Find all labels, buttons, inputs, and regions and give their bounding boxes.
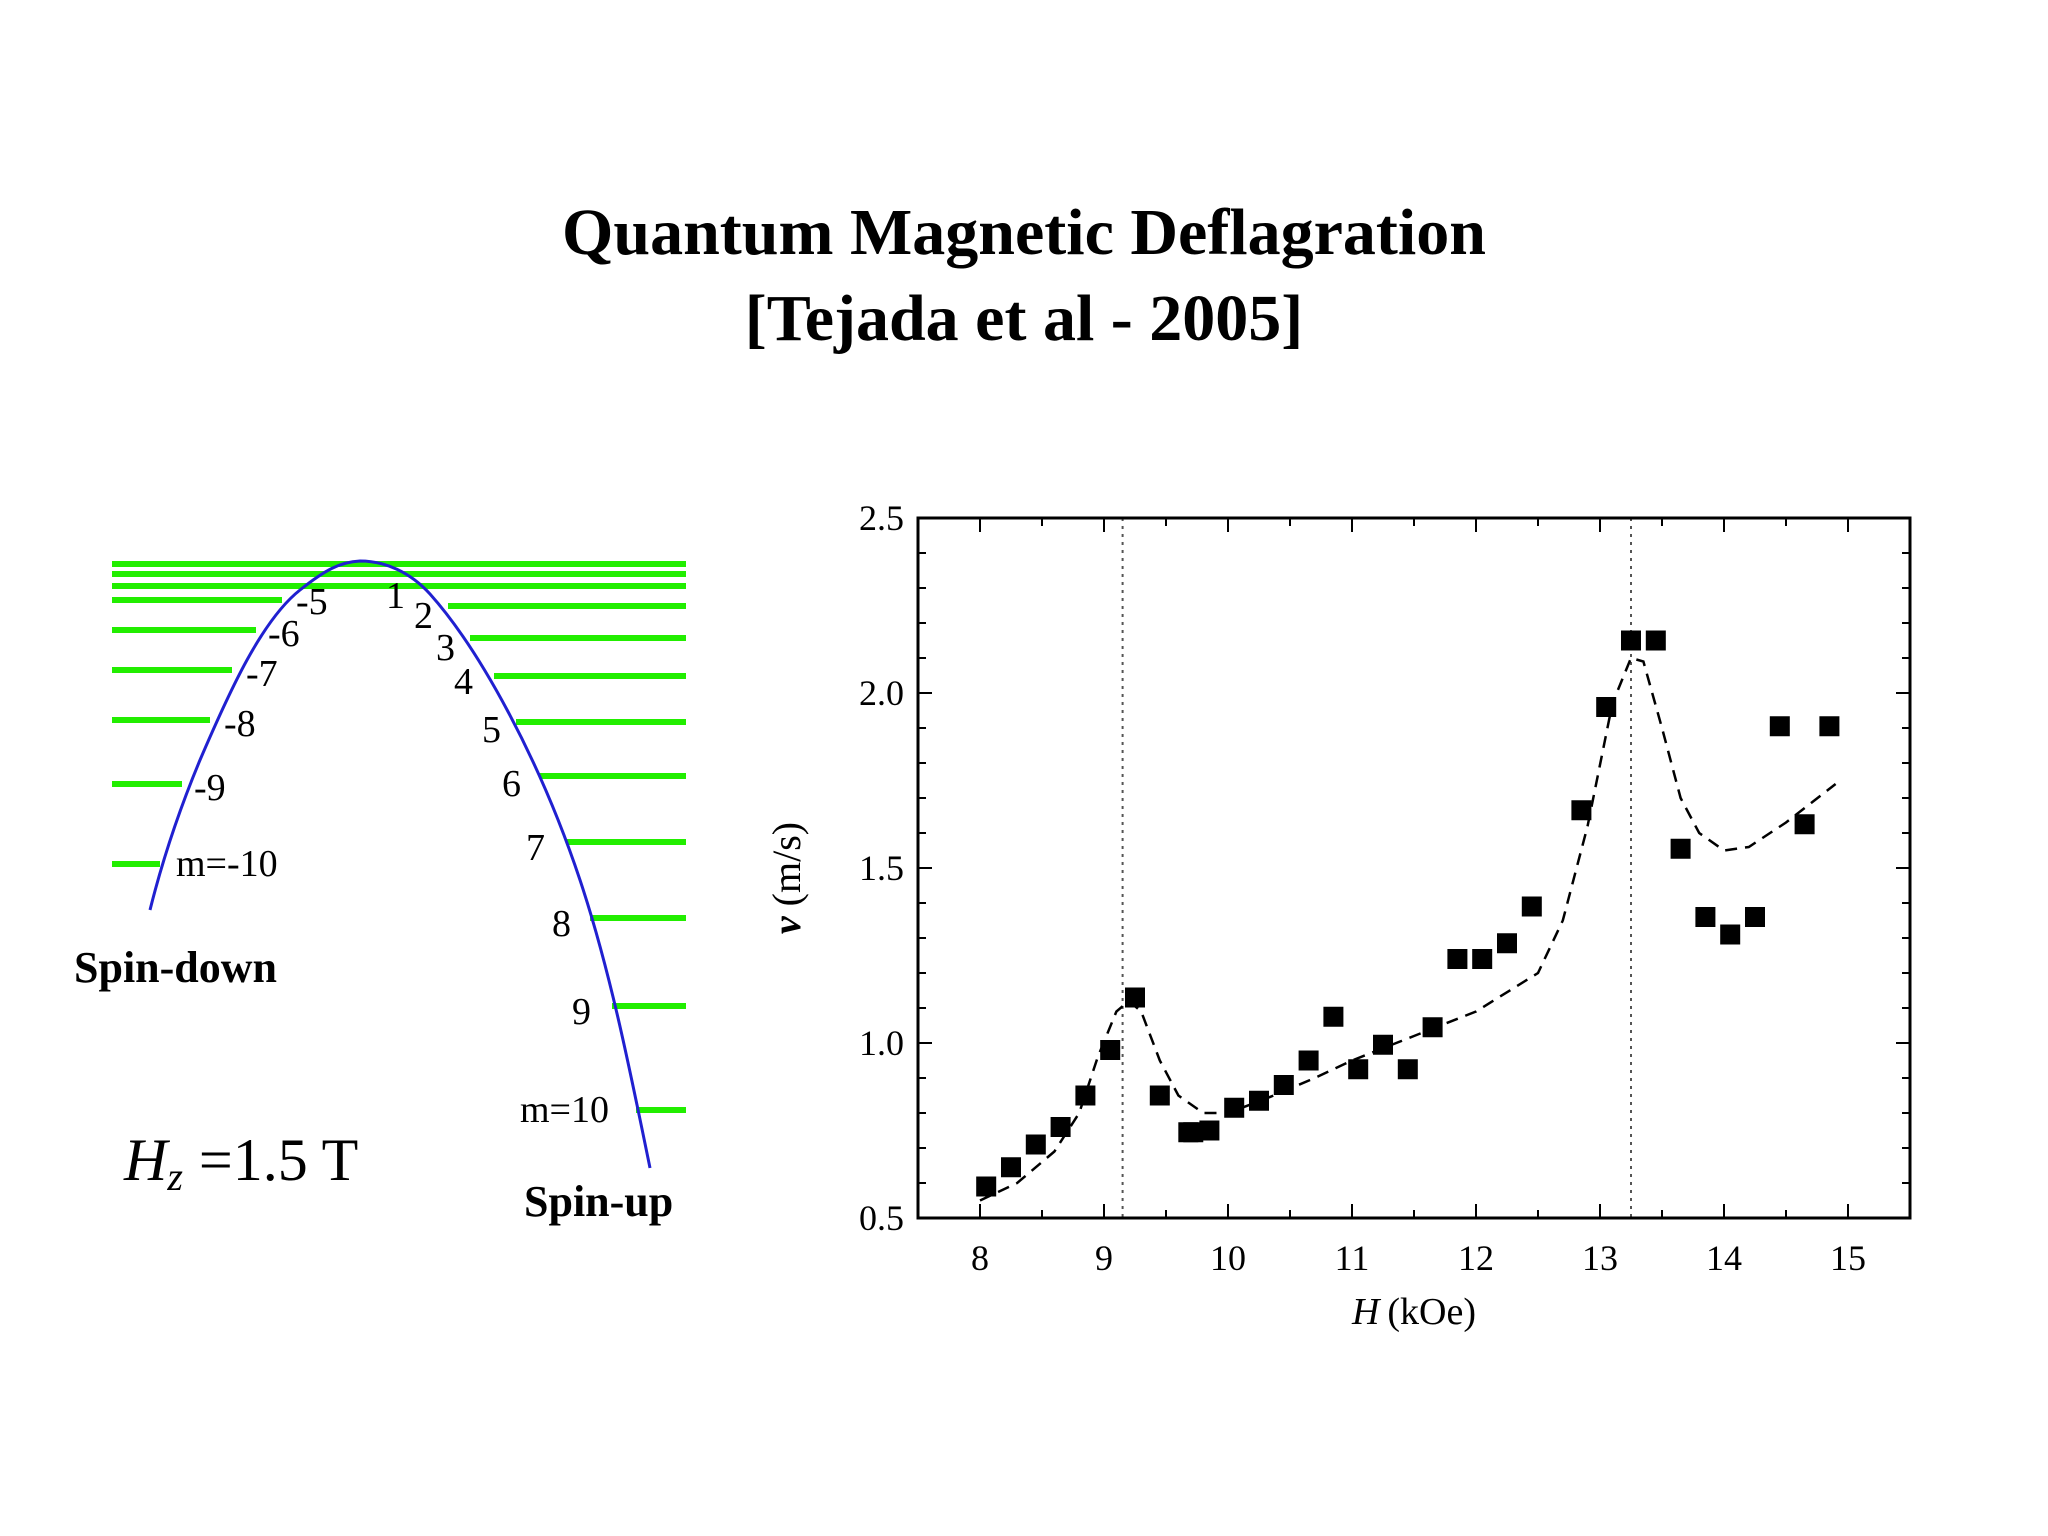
data-point xyxy=(1224,1097,1245,1118)
x-tick-label: 14 xyxy=(1706,1238,1742,1278)
data-point xyxy=(1273,1075,1294,1095)
data-point xyxy=(1422,1017,1443,1038)
spin-up-levels xyxy=(448,603,686,1113)
level-label: -7 xyxy=(246,653,278,695)
spin-down-levels xyxy=(112,561,686,867)
level-label: 7 xyxy=(526,827,545,869)
data-point xyxy=(1249,1090,1269,1111)
data-points xyxy=(976,630,1840,1197)
level-label: 8 xyxy=(552,903,571,945)
data-point xyxy=(1323,1006,1344,1027)
data-point xyxy=(1645,630,1666,651)
slide-title: Quantum Magnetic Deflagration xyxy=(562,196,1486,269)
x-tick-label: 9 xyxy=(1095,1238,1113,1278)
x-tick-label: 12 xyxy=(1458,1238,1494,1278)
plot-frame xyxy=(916,516,1912,1220)
data-point xyxy=(1819,716,1840,737)
x-axis-label: H (kOe) xyxy=(1351,1291,1476,1333)
data-point xyxy=(1720,924,1741,945)
level-label: m=10 xyxy=(520,1089,609,1131)
level-label: 2 xyxy=(414,595,433,637)
data-point xyxy=(1373,1034,1393,1055)
level-label: 5 xyxy=(482,709,501,751)
y-tick-label: 1.0 xyxy=(859,1023,904,1063)
data-point xyxy=(1769,716,1790,737)
y-tick-label: 1.5 xyxy=(859,848,904,888)
data-point xyxy=(1050,1117,1071,1137)
data-point xyxy=(1447,949,1468,969)
level-label: 3 xyxy=(436,627,455,669)
energy-barrier-curve xyxy=(148,559,652,1169)
data-point xyxy=(1695,907,1716,927)
x-tick-label: 10 xyxy=(1210,1238,1246,1278)
level-label: -5 xyxy=(296,581,328,623)
spin-up-label: Spin-up xyxy=(524,1177,673,1226)
x-tick-label: 15 xyxy=(1830,1238,1866,1278)
data-point xyxy=(1670,838,1691,859)
x-tick-label: 8 xyxy=(971,1238,989,1278)
data-point xyxy=(1125,987,1145,1008)
data-point xyxy=(1001,1157,1021,1178)
x-tick-label: 11 xyxy=(1335,1238,1370,1278)
data-point xyxy=(1745,907,1765,927)
data-point xyxy=(1794,814,1815,835)
level-label: -6 xyxy=(268,613,300,655)
x-tick-labels: 8 9 10 11 12 13 14 15 xyxy=(971,1238,1866,1278)
data-point xyxy=(1472,949,1493,969)
y-tick-label: 2.0 xyxy=(859,673,904,713)
level-label: -8 xyxy=(224,703,256,745)
data-point xyxy=(1075,1085,1096,1106)
level-label: m=-10 xyxy=(176,843,278,885)
data-point xyxy=(1521,896,1542,917)
slide-subtitle: [Tejada et al - 2005] xyxy=(744,282,1304,355)
data-point xyxy=(1571,800,1592,821)
data-point xyxy=(1348,1059,1369,1080)
spin-down-label: Spin-down xyxy=(74,943,277,992)
level-label: 6 xyxy=(502,763,521,805)
data-point xyxy=(1100,1040,1121,1060)
data-point xyxy=(1621,630,1641,651)
data-point xyxy=(1183,1122,1204,1143)
level-label: 1 xyxy=(386,575,405,617)
y-tick-label: 0.5 xyxy=(859,1198,904,1238)
data-point xyxy=(1149,1085,1170,1106)
y-axis-label: v(m/s) xyxy=(764,822,809,934)
data-point xyxy=(1397,1059,1418,1080)
x-tick-label: 13 xyxy=(1582,1238,1618,1278)
resonance-lines xyxy=(1121,518,1632,1218)
data-point xyxy=(1298,1050,1319,1071)
y-tick-labels: 0.5 1.0 1.5 2.0 2.5 xyxy=(859,498,904,1238)
data-point xyxy=(1497,933,1517,954)
y-tick-label: 2.5 xyxy=(859,498,904,538)
data-point xyxy=(1596,697,1617,717)
data-point xyxy=(1025,1134,1046,1155)
data-point xyxy=(976,1176,997,1197)
level-label: 9 xyxy=(572,991,591,1033)
level-label: -9 xyxy=(194,767,226,809)
data-point xyxy=(1199,1120,1220,1141)
field-value-label: Hz =1.5 T xyxy=(123,1127,358,1199)
fit-curve xyxy=(979,656,1837,1202)
chart-ticks xyxy=(918,517,1910,1219)
level-label: 4 xyxy=(454,661,473,703)
